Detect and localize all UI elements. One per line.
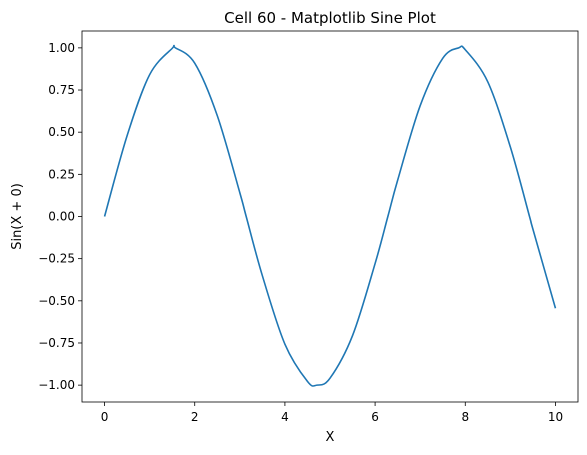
y-tick-label: 1.00 xyxy=(48,41,75,55)
x-tick-label: 8 xyxy=(461,410,469,424)
y-tick-label: −0.25 xyxy=(38,252,75,266)
plot-area: 0 2 4 6 8 10 1.00 0.75 0.50 0.25 0.00 −0.25 −0.50 −0… xyxy=(38,30,579,424)
y-tick-label: 0.25 xyxy=(48,167,75,181)
y-tick-label: −0.50 xyxy=(38,294,75,308)
axes-frame xyxy=(81,30,579,403)
y-tick-label: −1.00 xyxy=(38,378,75,392)
y-tick-label: 0.50 xyxy=(48,125,75,139)
x-tick-label: 10 xyxy=(548,410,563,424)
x-tick-label: 2 xyxy=(191,410,199,424)
y-axis-ticks: 1.00 0.75 0.50 0.25 0.00 −0.25 −0.50 −0.75 −1.00 xyxy=(38,41,82,392)
series-line xyxy=(103,44,557,387)
y-axis-label: Sin(X + 0) xyxy=(10,183,25,250)
x-axis-label: X xyxy=(326,430,335,445)
x-axis-ticks: 0 2 4 6 8 10 xyxy=(101,402,563,424)
y-tick-label: 0.00 xyxy=(48,210,75,224)
y-tick-label: −0.75 xyxy=(38,336,75,350)
x-tick-label: 6 xyxy=(371,410,379,424)
series-layer xyxy=(103,44,557,387)
y-tick-label: 0.75 xyxy=(48,83,75,97)
chart-title: Cell 60 - Matplotlib Sine Plot xyxy=(224,9,436,27)
x-tick-label: 4 xyxy=(281,410,289,424)
x-tick-label: 0 xyxy=(101,410,109,424)
